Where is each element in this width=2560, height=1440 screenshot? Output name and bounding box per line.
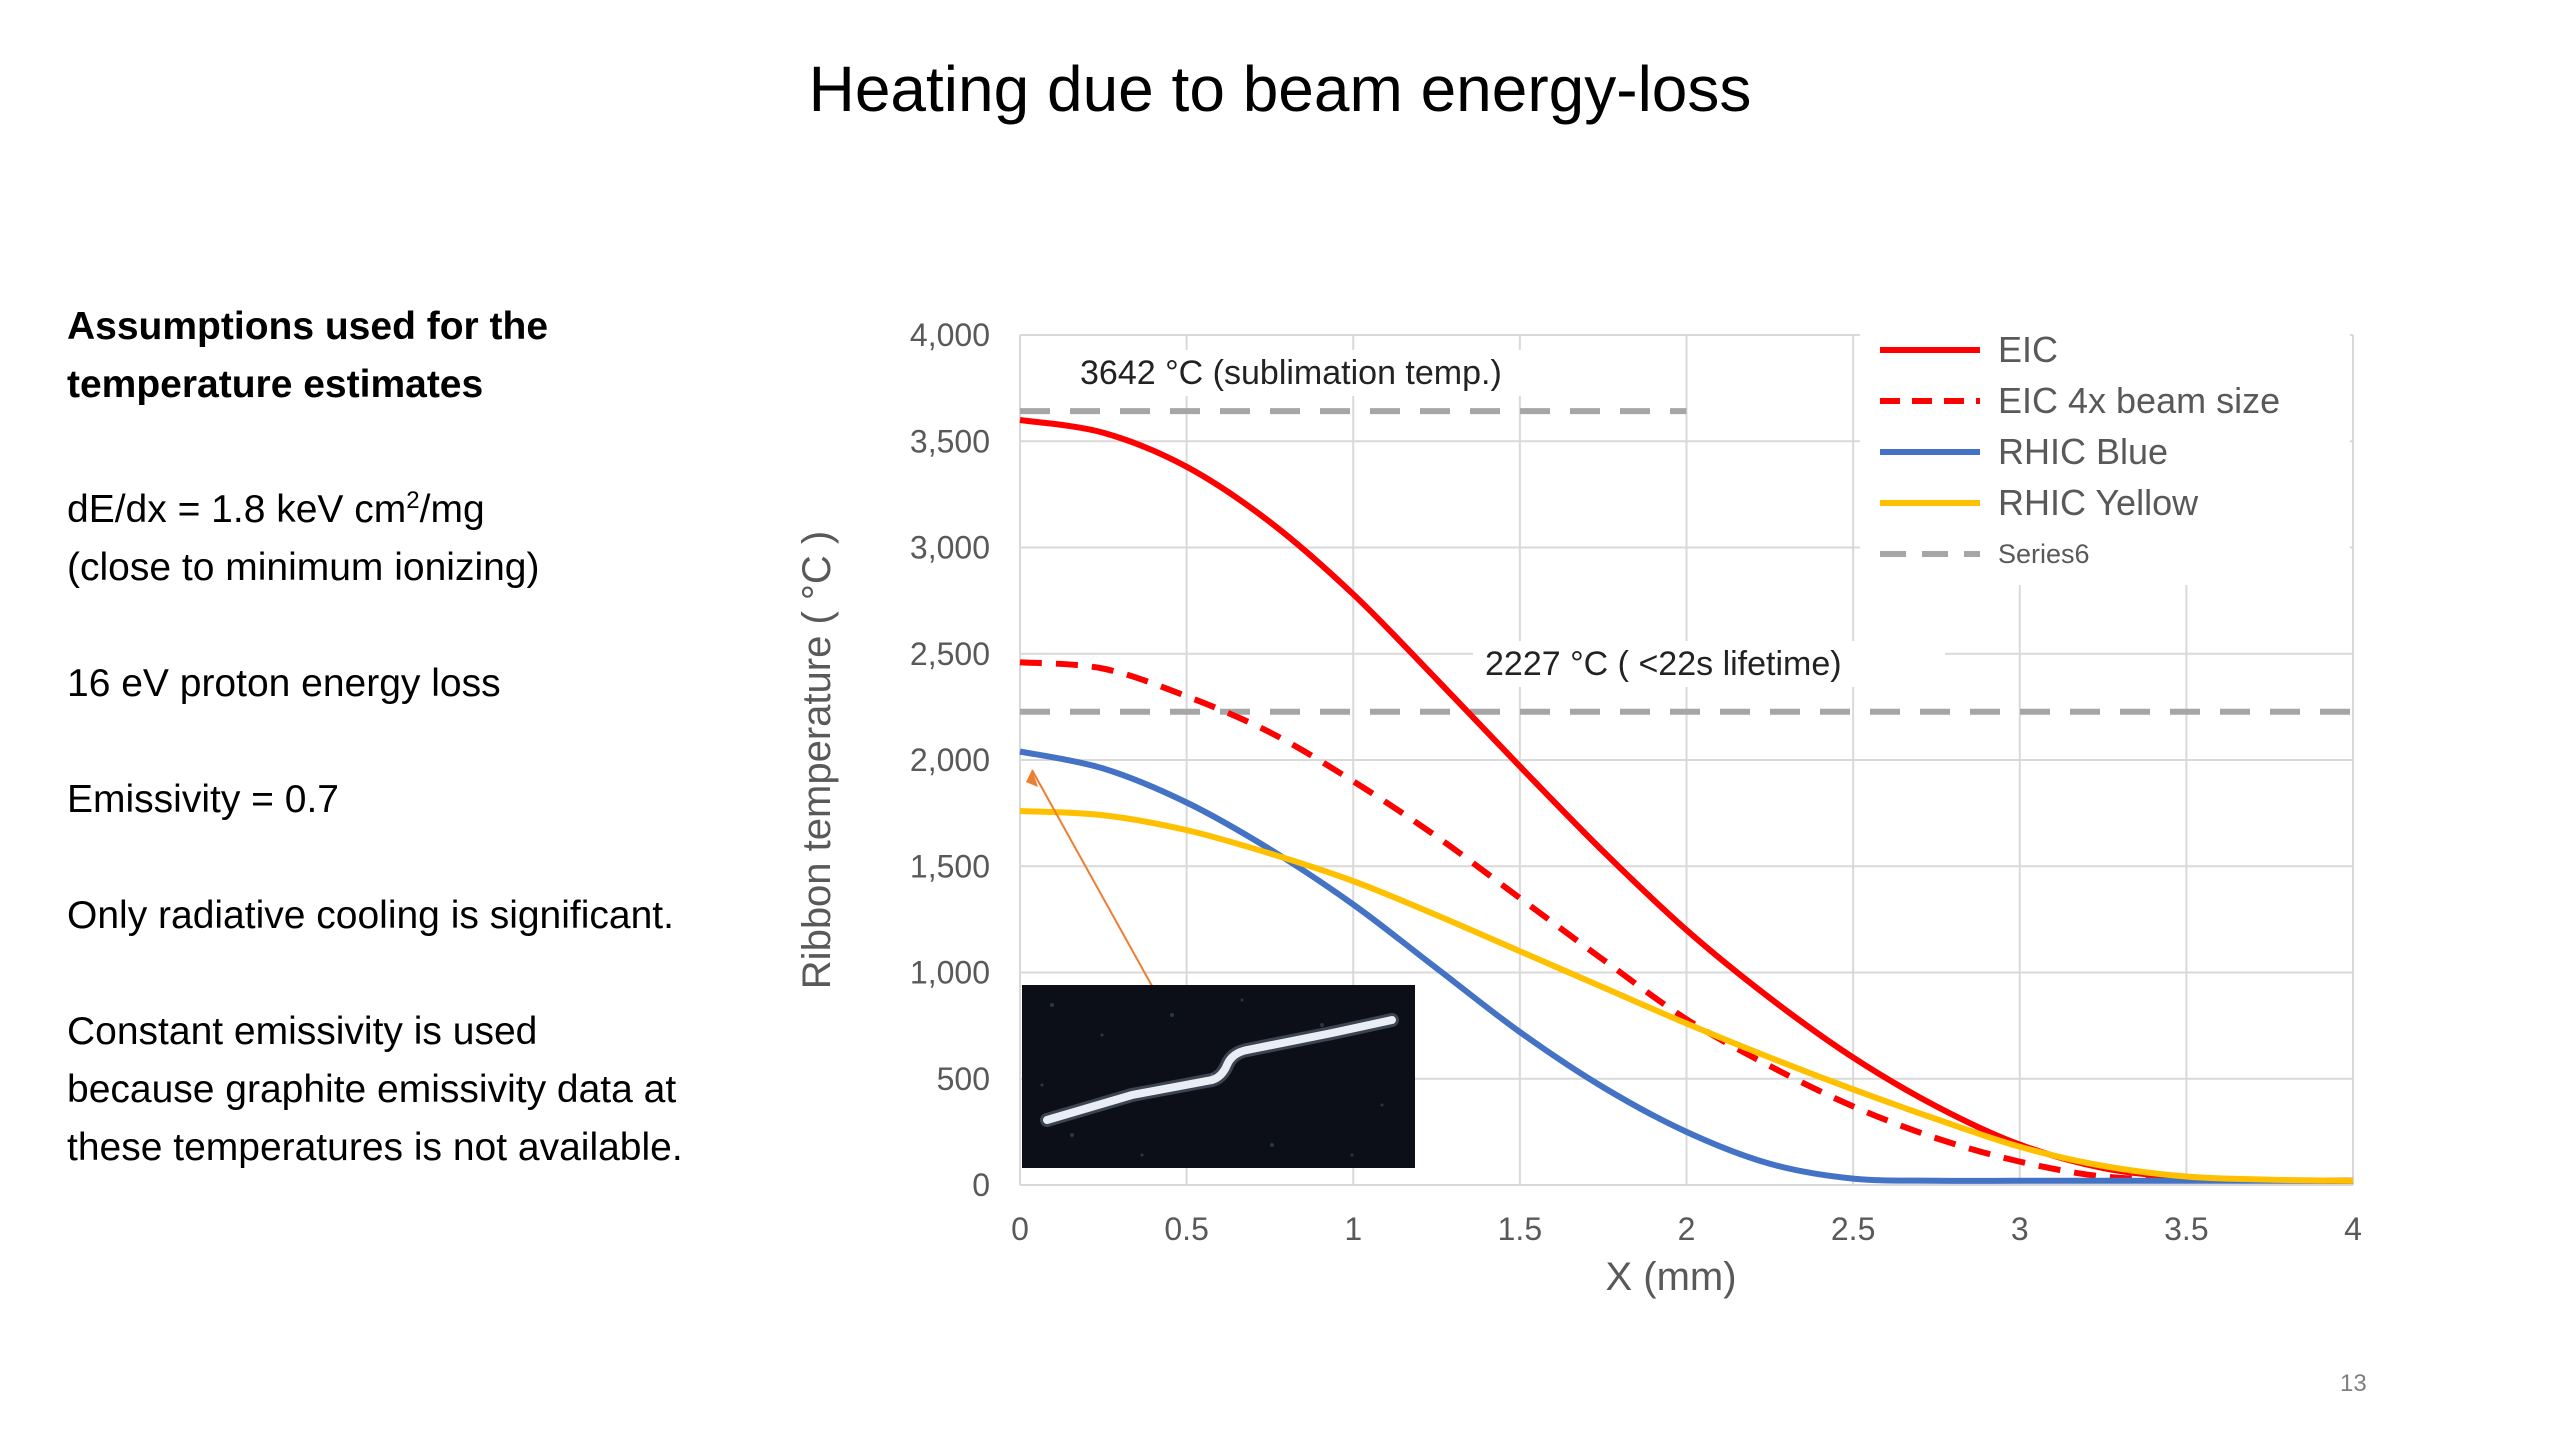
annotation-label: 2227 °C ( <22s lifetime) [1485, 645, 1842, 683]
slide-title: Heating due to beam energy-loss [808, 53, 1752, 125]
ribbon-photo [1022, 985, 1415, 1168]
x-tick-label: 0 [1011, 1211, 1029, 1247]
legend-label: Series6 [1998, 539, 2090, 569]
assumptions-heading: Assumptions used for the temperature est… [67, 305, 549, 406]
y-tick-label: 1,500 [910, 848, 990, 884]
x-tick-label: 3 [2011, 1211, 2029, 1247]
page-number: 13 [2340, 1370, 2367, 1397]
dedx-suffix: /mg [419, 488, 485, 531]
y-tick-label: 3,000 [910, 530, 990, 566]
y-tick-label: 3,500 [910, 423, 990, 459]
y-axis-label: Ribbon temperature ( °C ) [795, 531, 839, 989]
emissivity-text: Emissivity = 0.7 [67, 778, 339, 821]
x-tick-label: 2.5 [1831, 1211, 1875, 1247]
x-tick-label: 1.5 [1498, 1211, 1542, 1247]
photo-arrow-head-top [1026, 770, 1038, 787]
series-lines [1019, 408, 2354, 1184]
legend-label: EIC [1998, 329, 2058, 370]
x-tick-label: 4 [2344, 1211, 2362, 1247]
legend-label: RHIC Yellow [1998, 482, 2199, 523]
tick-labels: 0 0.5 1 1.5 2 2.5 3 3.5 4 0 500 1,000 1,500 2,000 2,50… [910, 317, 2362, 1247]
x-tick-label: 3.5 [2164, 1211, 2208, 1247]
proton-loss-text: 16 eV proton energy loss [67, 662, 501, 705]
assumptions-panel: Assumptions used for the temperature est… [67, 298, 687, 1235]
x-axis-label: X (mm) [1605, 1255, 1736, 1299]
legend-label: RHIC Blue [1998, 431, 2168, 472]
legend: EIC EIC 4x beam size RHIC Blue RHIC Yellow S… [1860, 315, 2350, 585]
dedx-sup: 2 [406, 487, 420, 514]
y-tick-label: 500 [937, 1061, 990, 1097]
dedx-prefix: dE/dx = 1.8 keV cm [67, 488, 407, 531]
x-tick-label: 2 [1678, 1211, 1696, 1247]
cooling-text: Only radiative cooling is significant. [67, 894, 674, 937]
legend-label: EIC 4x beam size [1998, 380, 2280, 421]
y-tick-label: 4,000 [910, 317, 990, 353]
annotation-label: 3642 °C (sublimation temp.) [1080, 354, 1502, 392]
dedx-note: (close to minimum ionizing) [67, 546, 540, 589]
y-tick-label: 1,000 [910, 955, 990, 991]
annotation-background [1068, 350, 1574, 396]
x-tick-label: 1 [1344, 1211, 1362, 1247]
temperature-chart: 0 0.5 1 1.5 2 2.5 3 3.5 4 0 500 1,000 1,500 2,000 2,50… [795, 315, 2362, 1299]
ribbon-image [1022, 985, 1415, 1168]
annotations: 3642 °C (sublimation temp.) 2227 °C ( <22… [1026, 350, 1945, 1059]
x-tick-label: 0.5 [1164, 1211, 1208, 1247]
y-tick-label: 2,500 [910, 636, 990, 672]
y-tick-label: 2,000 [910, 742, 990, 778]
dedx-text: dE/dx = 1.8 keV cm2/mg (close to minimum … [67, 472, 687, 597]
series-line-rhic-yellow [1019, 808, 2354, 1184]
constant-emissivity-text: Constant emissivity is used because grap… [67, 1010, 683, 1169]
annotation-background [1473, 641, 1945, 687]
y-tick-label: 0 [972, 1167, 990, 1203]
series-line-rhic-blue [1019, 748, 2353, 1184]
